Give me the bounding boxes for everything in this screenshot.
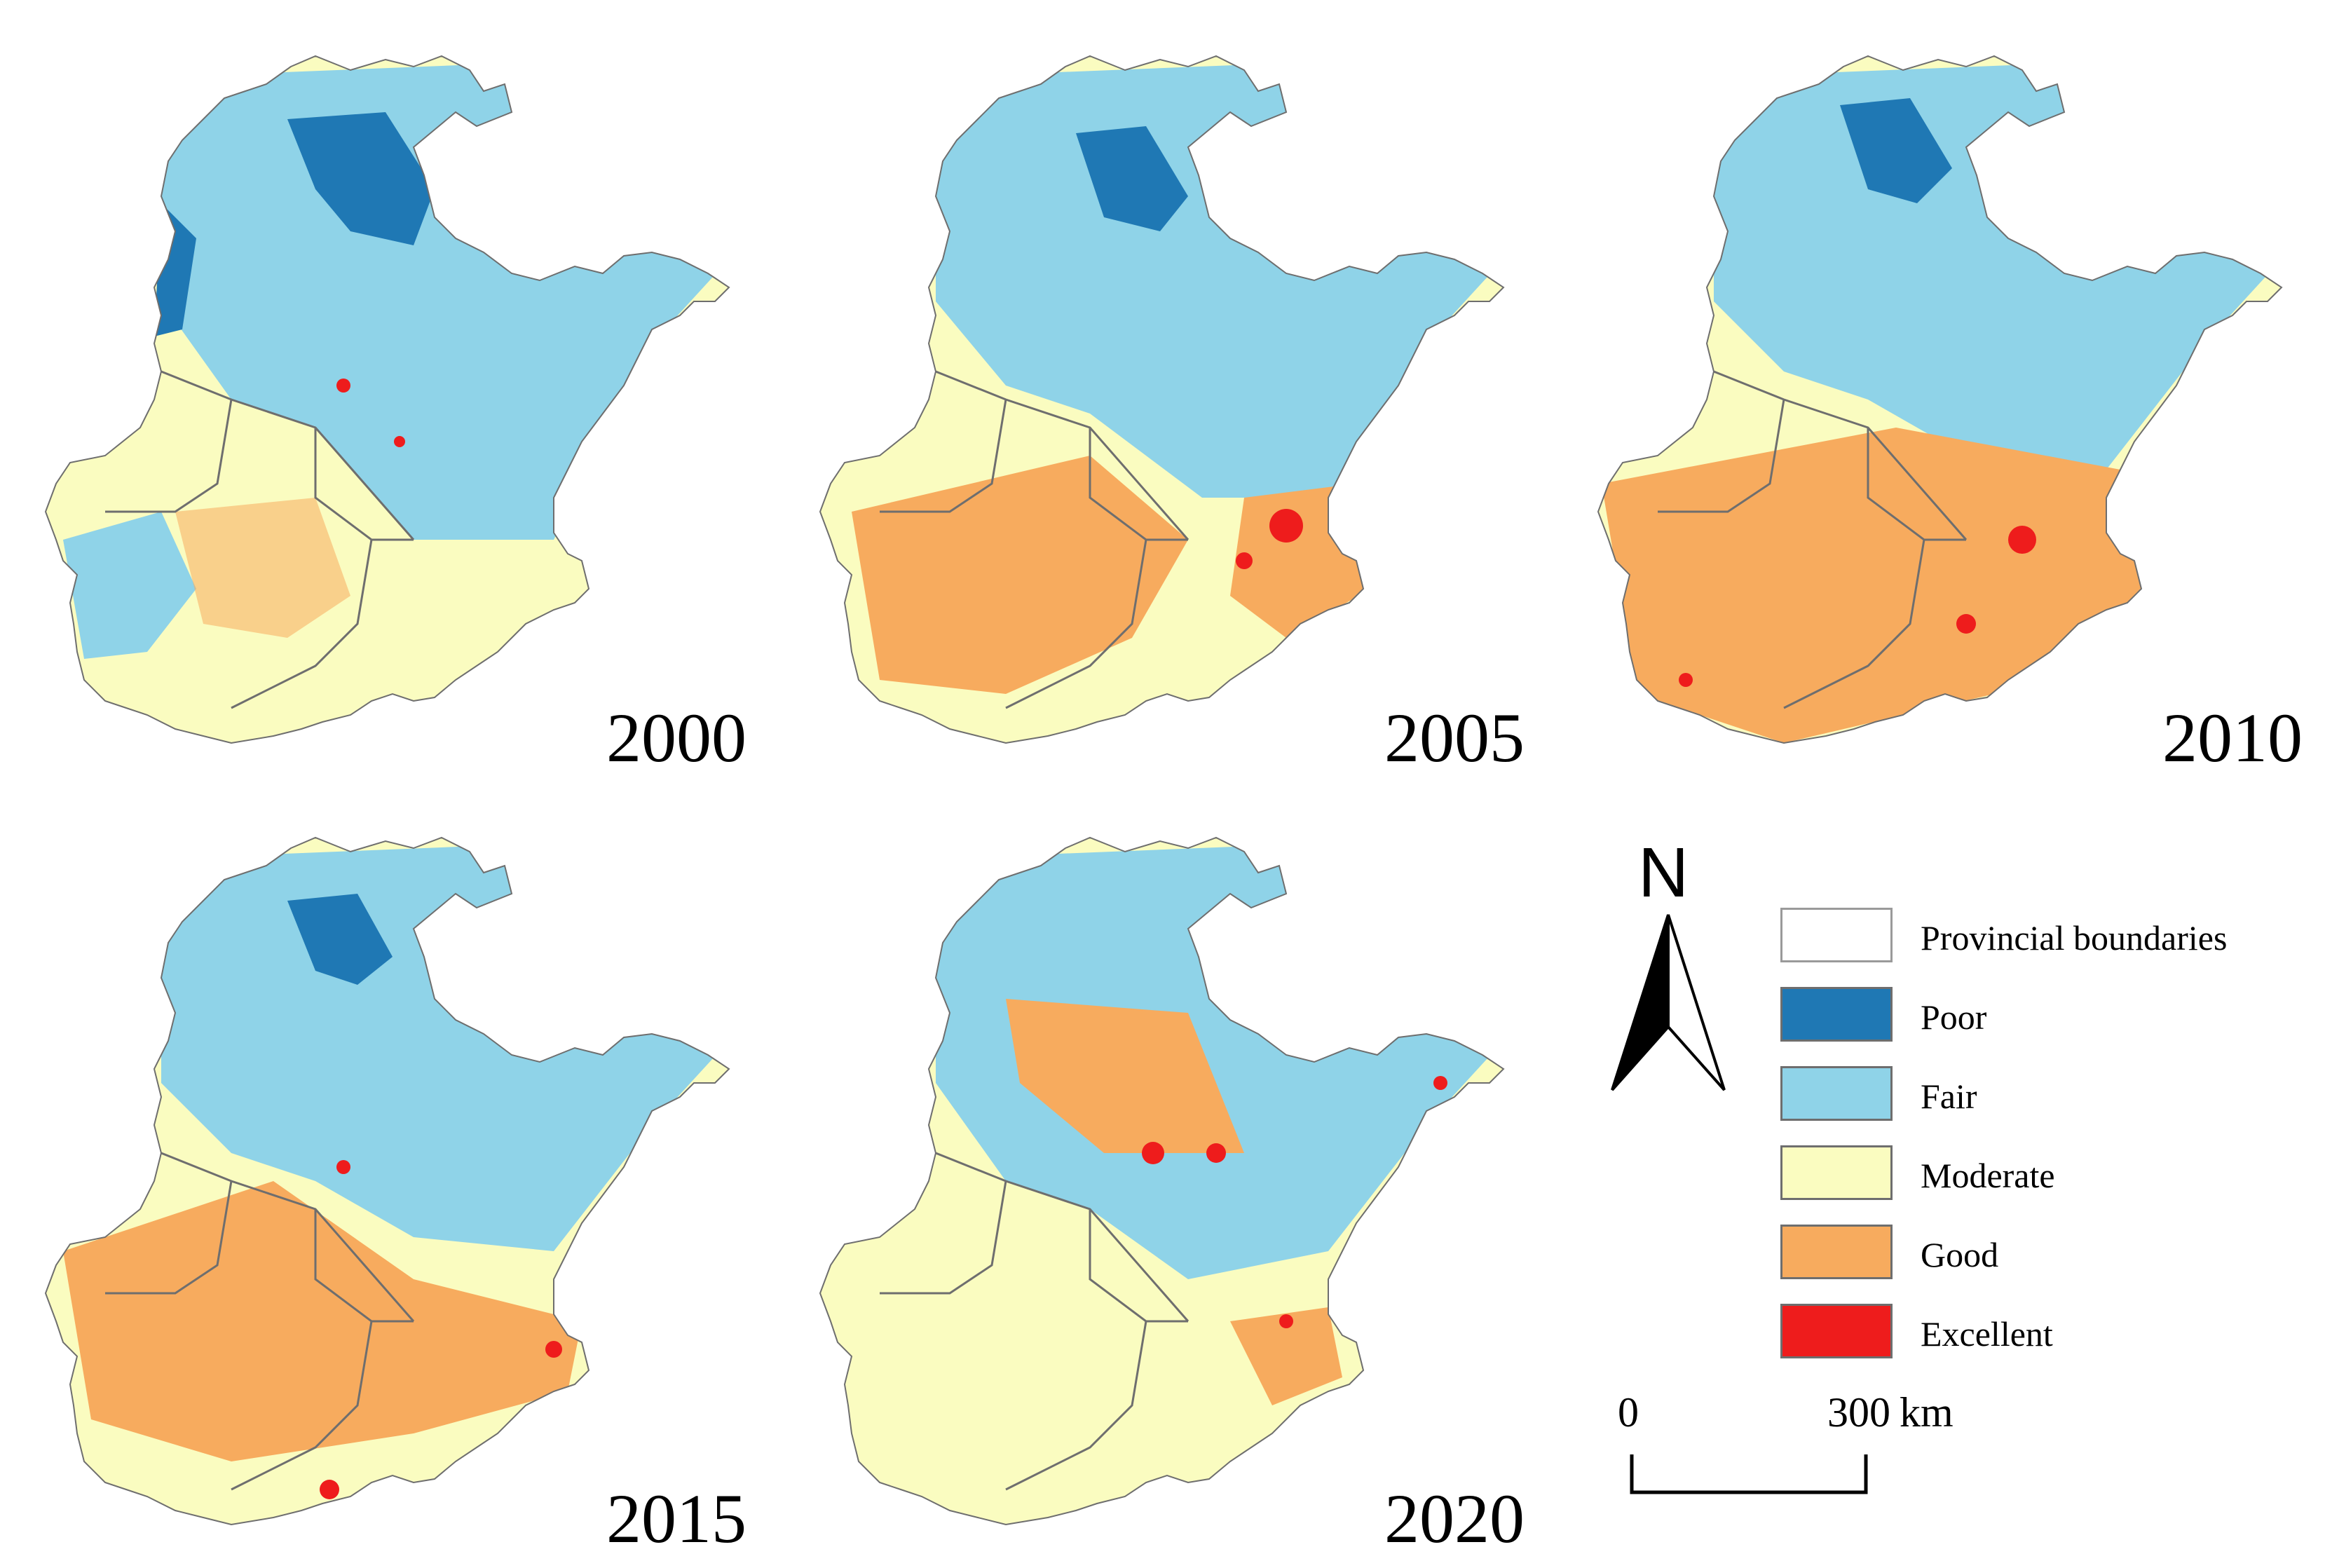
map-2020-svg xyxy=(819,837,1504,1525)
map-panel-2000 xyxy=(21,7,757,764)
legend-item-poor: Poor xyxy=(1780,987,2313,1050)
map-2000-svg xyxy=(45,55,730,744)
year-label-2005: 2005 xyxy=(1384,699,1525,777)
legend-label: Excellent xyxy=(1921,1314,2053,1354)
legend-swatch-poor xyxy=(1780,987,1893,1042)
year-label-2010: 2010 xyxy=(2162,699,2303,777)
legend-item-excellent: Excellent xyxy=(1780,1304,2313,1367)
legend-swatch-provincial-boundaries xyxy=(1780,908,1893,962)
legend-label: Good xyxy=(1921,1235,1999,1274)
legend-label: Poor xyxy=(1921,997,1987,1037)
year-label-2020: 2020 xyxy=(1384,1480,1525,1557)
scale-bar xyxy=(1630,1454,1868,1494)
year-label-2000: 2000 xyxy=(606,699,746,777)
map-panel-2005 xyxy=(796,7,1532,764)
map-panel-2020 xyxy=(796,789,1532,1546)
legend-item-fair: Fair xyxy=(1780,1066,2313,1129)
legend-swatch-excellent xyxy=(1780,1304,1893,1358)
year-label-2015: 2015 xyxy=(606,1480,746,1557)
map-panel-2010 xyxy=(1574,7,2310,764)
legend-swatch-good xyxy=(1780,1225,1893,1279)
legend-label: Fair xyxy=(1921,1077,1977,1116)
map-2005-svg xyxy=(819,55,1504,744)
legend-item-moderate: Moderate xyxy=(1780,1145,2313,1208)
north-arrow-icon xyxy=(1611,914,1726,1091)
north-letter: N xyxy=(1638,833,1689,912)
scale-end-label: 300 xyxy=(1827,1389,1890,1436)
legend-swatch-moderate xyxy=(1780,1145,1893,1200)
legend-label: Provincial boundaries xyxy=(1921,918,2228,957)
legend-swatch-fair xyxy=(1780,1066,1893,1121)
scale-unit-label: km xyxy=(1900,1389,1954,1436)
scale-start-label: 0 xyxy=(1618,1389,1639,1436)
legend-item-provincial-boundaries: Provincial boundaries xyxy=(1780,908,2313,971)
map-2010-svg xyxy=(1597,55,2282,744)
legend-item-good: Good xyxy=(1780,1225,2313,1288)
legend-label: Moderate xyxy=(1921,1156,2055,1195)
map-2015-svg xyxy=(45,837,730,1525)
map-panel-2015 xyxy=(21,789,757,1546)
